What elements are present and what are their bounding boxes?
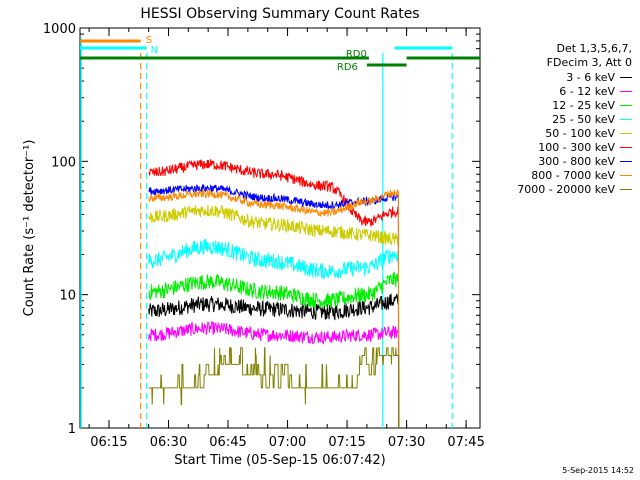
- y-tick-label: 10: [59, 289, 76, 304]
- legend-swatch: [620, 160, 632, 162]
- legend-item: 7000 - 20000 keV: [498, 182, 632, 196]
- legend-swatch: [620, 118, 632, 120]
- flag-label-rd6: RD6: [337, 62, 358, 73]
- x-tick-label: 07:00: [269, 435, 306, 450]
- legend-item: 3 - 6 keV: [498, 70, 632, 84]
- legend-swatch: [620, 188, 632, 190]
- x-tick-label: 06:30: [150, 435, 187, 450]
- x-tick-label: 07:45: [447, 435, 484, 450]
- legend-item: 100 - 300 keV: [498, 140, 632, 154]
- legend-header-line-1: Det 1,3,5,6,7,: [556, 42, 632, 55]
- legend-swatch: [620, 104, 632, 106]
- legend-label: 50 - 100 keV: [545, 126, 615, 140]
- y-tick-label: 1000: [43, 22, 76, 37]
- series-line: [148, 204, 400, 429]
- series-line: [148, 320, 400, 429]
- y-tick-label: 100: [51, 155, 76, 170]
- plot-frame: [79, 27, 481, 429]
- legend-label: 300 - 800 keV: [538, 154, 615, 168]
- series-line: [148, 238, 400, 429]
- series-line: [148, 188, 400, 429]
- legend-label: 7000 - 20000 keV: [517, 182, 615, 196]
- legend-swatch: [620, 132, 632, 134]
- legend-swatch: [620, 90, 632, 92]
- x-tick-label: 07:30: [388, 435, 425, 450]
- legend-item: 800 - 7000 keV: [498, 168, 632, 182]
- x-tick-label: 06:15: [90, 435, 127, 450]
- legend-item: 50 - 100 keV: [498, 126, 632, 140]
- chart-title: HESSI Observing Summary Count Rates: [140, 6, 419, 22]
- flag-label-n: N: [151, 45, 158, 56]
- x-tick-label: 07:15: [328, 435, 365, 450]
- series-line: [148, 271, 400, 429]
- series-group: [148, 159, 400, 429]
- x-axis-label: Start Time (05-Sep-15 06:07:42): [174, 453, 385, 468]
- legend-label: 3 - 6 keV: [566, 70, 615, 84]
- x-tick-label: 06:45: [209, 435, 246, 450]
- flag-label-rd0: RD0: [346, 49, 367, 60]
- legend-item: 25 - 50 keV: [498, 112, 632, 126]
- legend-label: 6 - 12 keV: [559, 84, 615, 98]
- legend-item: 300 - 800 keV: [498, 154, 632, 168]
- series-line: [148, 293, 400, 429]
- legend: Det 1,3,5,6,7, FDecim 3, Att 0 3 - 6 keV…: [498, 42, 632, 196]
- flag-label-s: S: [146, 35, 152, 46]
- y-tick-label: 1: [68, 422, 76, 437]
- legend-label: 12 - 25 keV: [552, 98, 615, 112]
- legend-swatch: [620, 146, 632, 148]
- legend-label: 800 - 7000 keV: [531, 168, 615, 182]
- legend-header-line-2: FDecim 3, Att 0: [546, 56, 632, 69]
- legend-label: 100 - 300 keV: [538, 140, 615, 154]
- y-axis-label: Count Rate (s⁻¹ detector⁻¹): [22, 140, 37, 317]
- legend-swatch: [620, 76, 632, 78]
- legend-swatch: [620, 174, 632, 176]
- series-line: [148, 159, 400, 429]
- series-line: [148, 347, 400, 428]
- legend-item: 12 - 25 keV: [498, 98, 632, 112]
- datestamp: 5-Sep-2015 14:52: [562, 466, 634, 475]
- legend-item: 6 - 12 keV: [498, 84, 632, 98]
- legend-label: 25 - 50 keV: [552, 112, 615, 126]
